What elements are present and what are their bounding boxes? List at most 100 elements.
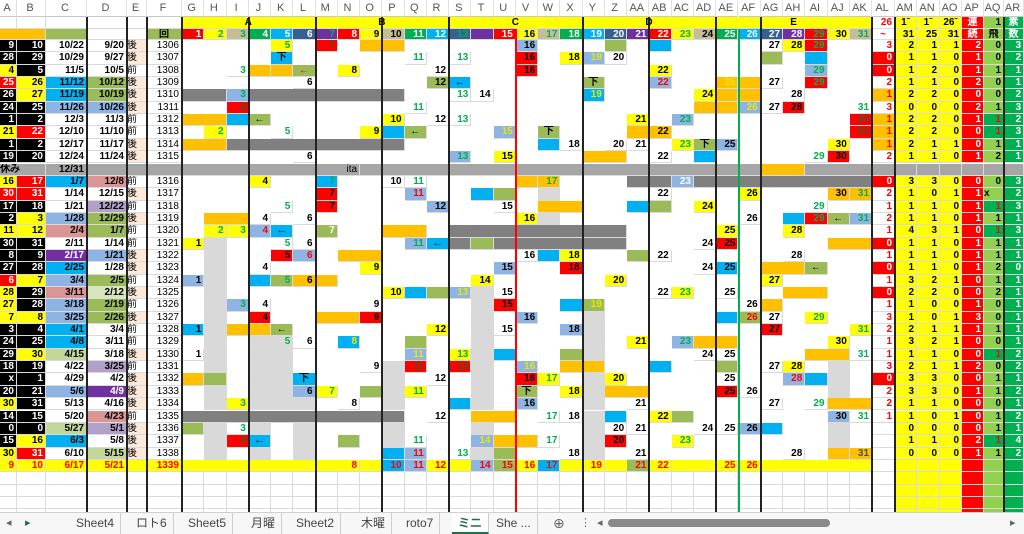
ao-header[interactable]: 26ˉ [940,17,963,29]
empty-cell[interactable] [315,472,338,485]
grid-cell[interactable]: 21 [627,398,650,411]
prev-date-cell[interactable]: 10/26 [87,101,127,115]
prev-date-cell[interactable]: 4/16 [87,398,127,411]
consecutive-value[interactable]: 2 [962,435,985,448]
empty-cell[interactable] [426,472,450,485]
al-value[interactable]: 1 [872,410,896,423]
count-value[interactable]: 3 [895,373,918,386]
empty-cell[interactable] [382,509,405,512]
grid-cell[interactable]: 16 [515,40,539,53]
count-value[interactable]: 1 [917,212,941,226]
column-header-m[interactable]: M [315,0,338,17]
column-header-ag[interactable]: AG [760,0,783,17]
count-value[interactable]: 1 [940,274,963,287]
shaded-cell[interactable] [471,311,494,325]
consecutive-value[interactable]: 3 [962,311,985,325]
grid-cell[interactable] [805,348,850,362]
empty-cell[interactable] [293,484,316,497]
grid-cell[interactable] [493,188,516,201]
count-value[interactable]: 1 [940,336,963,349]
grid-cell[interactable] [382,225,427,238]
grid-cell[interactable]: 5 [271,274,294,287]
col-a-value[interactable]: 28 [0,287,17,300]
cell[interactable] [1004,459,1024,473]
group-header-e[interactable]: E [716,17,873,29]
half-cell[interactable]: 前 [127,324,147,337]
date-cell[interactable]: 12/24 [46,151,87,164]
consecutive-value[interactable]: 1 [962,212,985,226]
shaded-cell[interactable] [271,398,294,411]
grid-cell[interactable]: 30 [827,138,850,152]
grid-cell[interactable] [182,422,205,436]
column-header-b[interactable]: B [17,0,46,17]
consecutive-value[interactable]: 0 [962,410,985,423]
cell[interactable] [147,163,182,176]
empty-cell[interactable] [449,496,472,510]
count-value[interactable]: 0 [940,101,963,115]
empty-cell[interactable] [404,472,427,485]
grid-cell[interactable]: ← [449,77,472,90]
sheet-tab[interactable]: 木曜 [355,513,393,534]
grid-cell[interactable] [649,200,672,213]
grid-cell[interactable]: 16 [515,52,539,65]
col-b-value[interactable]: 29 [17,287,46,300]
round-number[interactable]: 1335 [147,410,182,423]
al-value[interactable] [872,447,896,460]
empty-cell[interactable] [940,509,963,512]
count-value[interactable]: 1 [895,299,918,312]
grid-cell[interactable] [671,410,694,423]
prime-value[interactable]: 1 [1004,373,1024,386]
grid-cell[interactable] [226,114,249,127]
column-header-i[interactable]: I [226,0,249,17]
count-value[interactable]: 1 [895,398,918,411]
half-cell[interactable]: 前 [127,225,147,238]
round-number[interactable]: 1309 [147,77,182,90]
prime-value[interactable]: 2 [1004,114,1024,127]
prime-value[interactable]: 1 [1004,336,1024,349]
column-header-ac[interactable]: AC [671,0,694,17]
empty-cell[interactable] [560,472,583,485]
grid-cell[interactable]: 12 [426,373,450,386]
grid-cell[interactable]: 14 [471,89,494,102]
grid-cell[interactable]: 23 [671,287,694,300]
count-value[interactable]: 1 [917,138,941,152]
header-ab[interactable] [0,29,46,40]
half-cell[interactable]: 後 [127,287,147,300]
grid-cell[interactable] [538,200,583,213]
date-cell[interactable]: 4/29 [46,373,87,386]
grid-cell[interactable]: 31 [849,348,873,362]
grid-cell[interactable]: 20 [604,52,628,65]
prime-value[interactable]: 1 [1004,77,1024,90]
shaded-cell[interactable] [582,373,605,386]
empty-cell[interactable] [828,509,850,512]
count-value[interactable]: 3 [895,175,918,189]
grid-cell[interactable]: 11 [404,435,427,448]
prev-date-cell[interactable]: 2/12 [87,287,127,300]
round-number[interactable]: 1319 [147,212,182,226]
col-b-value[interactable]: 25 [17,336,46,349]
grid-cell[interactable] [493,237,628,250]
col-a-value[interactable]: 29 [0,348,17,362]
count-value[interactable]: 2 [895,126,918,139]
col-a-value[interactable]: 16 [0,175,17,189]
shaded-cell[interactable] [827,422,850,436]
count-value[interactable]: 1 [895,188,918,201]
number-header[interactable]: 28 [783,29,806,40]
skip-value[interactable]: 0 [984,398,1005,411]
column-header-al[interactable]: AL [872,0,896,17]
empty-cell[interactable] [147,496,182,510]
prime-value[interactable]: 4 [1004,435,1024,448]
grid-cell[interactable]: 3 [226,435,249,448]
round-number[interactable]: 1312 [147,114,182,127]
empty-cell[interactable] [293,496,316,510]
skip-value[interactable]: 1 [984,435,1005,448]
skip-value[interactable]: 0 [984,175,1005,189]
empty-cell[interactable] [471,496,494,510]
empty-cell[interactable] [0,496,17,510]
shaded-cell[interactable] [471,422,494,436]
count-value[interactable]: 0 [917,299,941,312]
grid-cell[interactable]: 26 [738,385,761,399]
grid-cell[interactable]: 13 [449,89,472,102]
date-cell[interactable]: 11/19 [46,89,87,102]
skip-value[interactable]: 1 [984,138,1005,152]
